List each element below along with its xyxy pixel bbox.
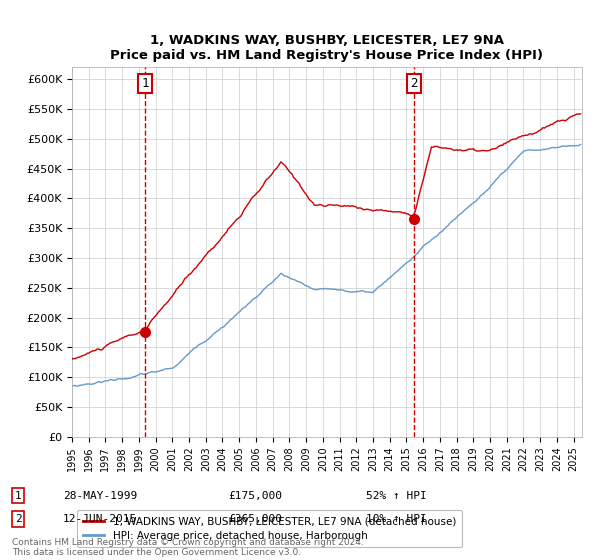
Text: 2: 2 [410, 77, 418, 90]
Text: 28-MAY-1999: 28-MAY-1999 [63, 491, 137, 501]
Text: Contains HM Land Registry data © Crown copyright and database right 2024.
This d: Contains HM Land Registry data © Crown c… [12, 538, 364, 557]
Text: 52% ↑ HPI: 52% ↑ HPI [366, 491, 427, 501]
Text: £365,000: £365,000 [228, 514, 282, 524]
Text: 2: 2 [14, 514, 22, 524]
Text: 1: 1 [142, 77, 149, 90]
Title: 1, WADKINS WAY, BUSHBY, LEICESTER, LE7 9NA
Price paid vs. HM Land Registry's Hou: 1, WADKINS WAY, BUSHBY, LEICESTER, LE7 9… [110, 34, 544, 62]
Text: 1: 1 [14, 491, 22, 501]
Text: 10% ↑ HPI: 10% ↑ HPI [366, 514, 427, 524]
Text: £175,000: £175,000 [228, 491, 282, 501]
Legend: 1, WADKINS WAY, BUSHBY, LEICESTER, LE7 9NA (detached house), HPI: Average price,: 1, WADKINS WAY, BUSHBY, LEICESTER, LE7 9… [77, 510, 462, 547]
Text: 12-JUN-2015: 12-JUN-2015 [63, 514, 137, 524]
